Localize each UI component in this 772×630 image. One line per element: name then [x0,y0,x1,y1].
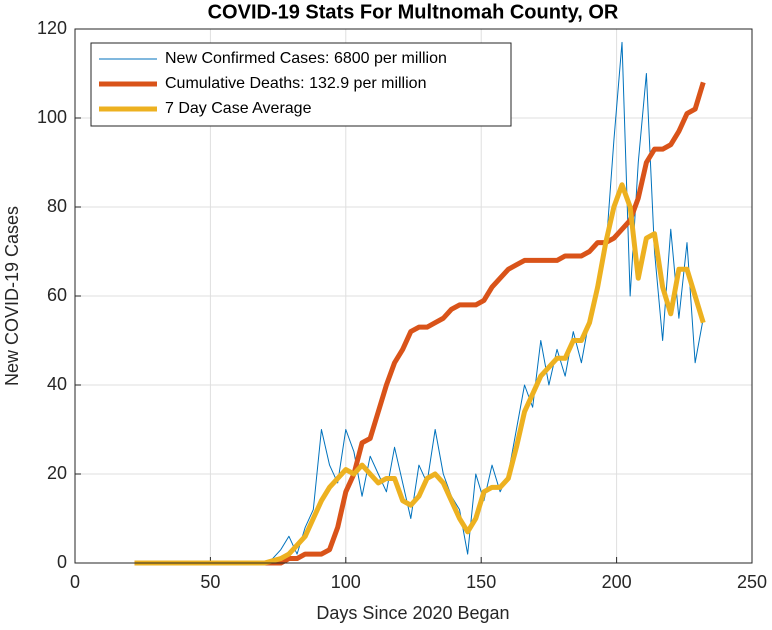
y-axis-label: New COVID-19 Cases [2,206,22,386]
axes-box [74,28,753,564]
y-tick-label: 40 [47,374,67,394]
legend-box [90,42,512,127]
legend-label: New Confirmed Cases: 6800 per million [165,50,447,67]
y-tick-label: 80 [47,196,67,216]
x-tick-label: 250 [737,572,767,592]
legend-label: 7 Day Case Average [165,100,312,117]
x-axis-label: Days Since 2020 Began [316,603,509,623]
x-tick-label: 200 [602,572,632,592]
y-tick-label: 0 [57,552,67,572]
y-tick-label: 60 [47,285,67,305]
y-tick-label: 120 [37,18,67,38]
x-tick-label: 100 [331,572,361,592]
chart-title: COVID-19 Stats For Multnomah County, OR [208,1,619,23]
x-tick-label: 0 [70,572,80,592]
x-tick-label: 150 [466,572,496,592]
x-tick-label: 50 [200,572,220,592]
legend-label: Cumulative Deaths: 132.9 per million [165,75,426,92]
y-tick-label: 20 [47,463,67,483]
y-tick-label: 100 [37,107,67,127]
legend: New Confirmed Cases: 6800 per million Cum… [90,42,512,127]
